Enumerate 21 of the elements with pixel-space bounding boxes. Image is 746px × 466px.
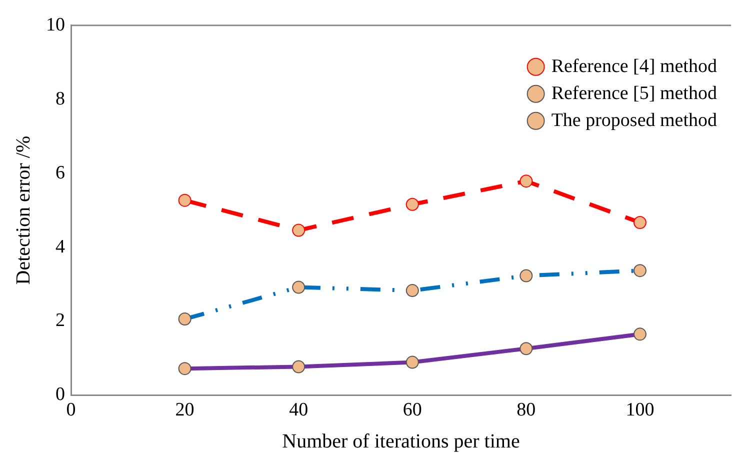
x-tick-label: 60: [402, 400, 422, 421]
x-tick-label: 100: [626, 400, 654, 421]
x-tick-label: 20: [175, 400, 194, 421]
legend-label: Reference [5] method: [551, 82, 718, 104]
x-axis-title: Number of iterations per time: [282, 430, 520, 452]
y-tick-label: 10: [46, 14, 65, 36]
y-tick-label: 6: [56, 162, 65, 184]
legend-label: The proposed method: [551, 110, 718, 131]
point: [178, 194, 192, 207]
point: [292, 224, 306, 237]
legend-label: Reference [4] method: [551, 56, 718, 77]
y-tick-label: 4: [56, 236, 66, 258]
y-tick-label: 2: [56, 310, 65, 332]
point: [406, 198, 419, 211]
x-tick-label: 80: [516, 400, 536, 421]
point: [520, 174, 533, 188]
point: [633, 216, 646, 230]
y-axis-title: Detection error /%: [12, 136, 34, 285]
y-tick-label: 0: [56, 384, 65, 406]
x-tick-label: 40: [289, 400, 308, 421]
y-tick-label: 8: [56, 88, 65, 110]
